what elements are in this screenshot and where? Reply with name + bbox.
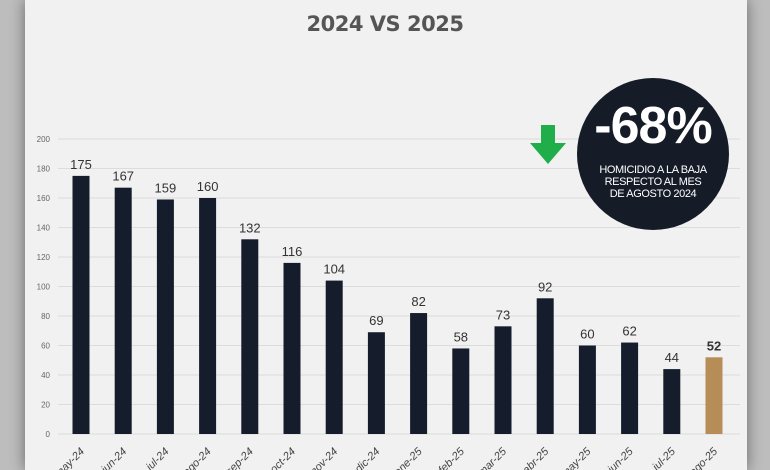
y-tick-label: 200	[37, 135, 51, 144]
bar	[621, 342, 639, 434]
y-tick-label: 0	[46, 430, 51, 439]
data-label: 132	[239, 220, 261, 235]
bar	[72, 175, 90, 434]
data-label: 92	[538, 279, 552, 294]
y-tick-label: 180	[37, 165, 51, 174]
bar	[156, 199, 174, 434]
data-label: 175	[70, 157, 92, 172]
x-tick-label: feb-25	[436, 445, 467, 470]
x-tick-label: ago-25	[687, 445, 720, 470]
y-tick-label: 60	[41, 342, 50, 351]
x-tick-label: jul-25	[649, 445, 679, 470]
bar	[283, 262, 301, 434]
x-tick-label: mar-25	[476, 445, 510, 470]
y-tick-label: 20	[41, 401, 50, 410]
chart-title: 2024 VS 2025	[306, 12, 464, 36]
x-tick-label: jun-25	[604, 445, 636, 470]
reduction-badge: -68% HOMICIDIO A LA BAJA RESPECTO AL MES…	[577, 78, 729, 230]
badge-line: HOMICIDIO A LA BAJA	[599, 164, 707, 176]
data-label: 159	[155, 180, 177, 195]
x-tick-label: may-24	[53, 446, 87, 470]
x-tick-label: sep-24	[224, 446, 256, 470]
badge-line: DE AGOSTO 2024	[609, 188, 697, 200]
data-label: 52	[707, 338, 721, 353]
data-label: 167	[112, 169, 134, 184]
data-label: 60	[580, 327, 594, 342]
bar	[494, 326, 512, 434]
y-tick-label: 100	[37, 283, 51, 292]
bar	[578, 345, 596, 434]
x-tick-label: ago-24	[181, 446, 214, 470]
x-tick-label: ene-25	[392, 445, 425, 470]
x-tick-label: jul-24	[143, 446, 172, 470]
bar	[114, 187, 132, 434]
bar	[410, 313, 428, 434]
data-label: 44	[665, 350, 679, 365]
data-label: 116	[282, 244, 303, 259]
y-tick-label: 80	[41, 312, 50, 321]
badge-caption: HOMICIDIO A LA BAJA RESPECTO AL MES DE A…	[577, 164, 729, 200]
x-tick-label: abr-25	[520, 445, 551, 470]
x-tick-label: jun-24	[98, 446, 130, 470]
data-label: 69	[369, 313, 383, 328]
y-tick-label: 140	[37, 224, 51, 233]
badge-line: RESPECTO AL MES	[604, 176, 702, 188]
x-tick-label: nov-24	[308, 446, 340, 470]
bar	[367, 332, 385, 434]
bar	[663, 369, 681, 434]
data-label: 58	[454, 329, 468, 344]
y-tick-label: 120	[37, 253, 51, 262]
x-tick-label: dic-24	[353, 446, 383, 470]
bar	[705, 357, 723, 434]
data-label: 104	[323, 262, 345, 277]
bar	[452, 348, 470, 434]
y-tick-label: 160	[37, 194, 51, 203]
data-label: 73	[496, 307, 510, 322]
reduction-percent: -68%	[594, 97, 712, 155]
x-tick-label: may-25	[559, 445, 594, 470]
data-label: 62	[622, 324, 636, 339]
data-label: 160	[197, 179, 219, 194]
x-tick-label: oct-24	[268, 446, 298, 470]
y-tick-label: 40	[41, 371, 50, 380]
bar	[199, 198, 217, 434]
bar	[241, 239, 259, 434]
data-label: 82	[411, 294, 425, 309]
bar	[536, 298, 554, 434]
bar	[325, 280, 343, 434]
